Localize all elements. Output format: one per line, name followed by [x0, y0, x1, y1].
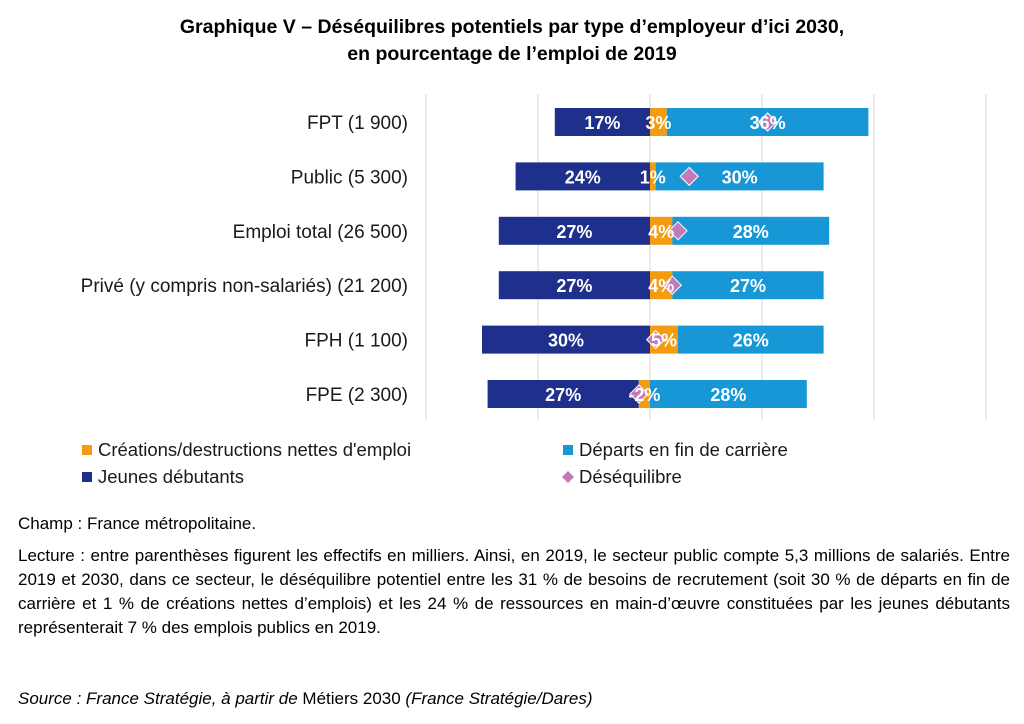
bar-creations-nettes — [650, 108, 667, 136]
data-label-departs: 27% — [730, 276, 766, 296]
bar-jeunes-debutants — [515, 162, 650, 191]
gridlines — [425, 94, 987, 420]
bar-departs-fin-carriere — [650, 380, 807, 408]
source-note: Source : France Stratégie, à partir de M… — [18, 687, 1010, 711]
bar-departs-fin-carriere — [672, 271, 824, 300]
data-label-departs: 36% — [750, 113, 786, 133]
data-label-creations: 3% — [645, 113, 671, 133]
marker-desequilibre — [662, 275, 683, 295]
bar-departs-fin-carriere — [678, 325, 824, 354]
data-label-jeunes: 24% — [565, 167, 601, 187]
chart-title-line-1: Graphique V – Déséquilibres potentiels p… — [179, 16, 845, 38]
data-label-creations: 5% — [651, 331, 677, 351]
category-label: Public (5 300) — [291, 167, 408, 188]
bar-jeunes-debutants — [498, 216, 650, 245]
data-label-departs: 30% — [722, 167, 758, 187]
category-label: FPT (1 900) — [307, 113, 408, 134]
bar-creations-nettes — [650, 162, 656, 191]
source-work-title: Métiers 2030 — [302, 689, 401, 708]
marker-desequilibre — [645, 329, 666, 350]
source-prefix: Source : France Stratégie, à partir de — [18, 689, 303, 708]
marker-desequilibre — [757, 112, 778, 132]
chart-title: Graphique V – Déséquilibres potentiels p… — [0, 14, 1024, 68]
legend-desequilibre-label: Déséquilibre — [579, 466, 682, 487]
legend-departs-label: Départs en fin de carrière — [579, 439, 788, 460]
legend-jeunes-swatch — [82, 472, 92, 482]
bar-departs-fin-carriere — [672, 216, 830, 245]
category-labels: FPT (1 900) Public (5 300) Emploi total (2… — [81, 113, 786, 406]
bar-creations-nettes — [650, 271, 673, 300]
data-label-departs: 28% — [710, 385, 746, 405]
bars — [482, 108, 869, 408]
data-label-creations: 4% — [648, 222, 674, 242]
marker-desequilibre — [629, 384, 649, 404]
legend-creations-label: Créations/destructions nettes d'emploi — [98, 439, 411, 460]
data-label-jeunes: 30% — [548, 331, 584, 351]
data-label-jeunes: 17% — [584, 113, 620, 133]
category-label: Emploi total (26 500) — [233, 222, 408, 243]
legend-creations-swatch — [82, 445, 92, 455]
data-label-jeunes: 27% — [556, 222, 592, 242]
bar-jeunes-debutants — [487, 380, 639, 408]
legend-desequilibre-swatch — [562, 471, 574, 483]
bar-jeunes-debutants — [482, 325, 650, 354]
data-label-creations: 4% — [648, 276, 674, 296]
data-label-jeunes: 27% — [545, 385, 581, 405]
source-suffix: (France Stratégie/Dares) — [400, 689, 593, 708]
legend: Créations/destructions nettes d'emploi Dé… — [82, 439, 788, 487]
marker-desequilibre — [679, 166, 699, 187]
champ-note: Champ : France métropolitaine. — [18, 514, 257, 533]
data-label-departs: 28% — [733, 222, 769, 242]
chart-title-line-2: en pourcentage de l’emploi de 2019 — [347, 43, 677, 65]
bar-creations-nettes — [650, 216, 673, 245]
data-label-jeunes: 27% — [556, 276, 592, 296]
data-label-departs: 26% — [733, 331, 769, 351]
legend-jeunes-label: Jeunes débutants — [98, 466, 244, 487]
marker-desequilibre — [668, 221, 688, 241]
data-label-creations: -2% — [628, 385, 660, 405]
bar-jeunes-debutants — [554, 108, 650, 136]
lecture-note: Lecture : entre parenthèses figurent les… — [18, 546, 1010, 637]
category-label: Privé (y compris non-salariés) (21 200) — [81, 276, 408, 297]
legend-departs-swatch — [563, 445, 573, 455]
bar-jeunes-debutants — [498, 271, 650, 300]
category-label: FPE (2 300) — [306, 385, 408, 406]
data-label-creations: 1% — [640, 167, 666, 187]
diverging-bar-chart: FPT (1 900) Public (5 300) Emploi total (2… — [81, 94, 987, 487]
category-label: FPH (1 100) — [305, 331, 408, 352]
